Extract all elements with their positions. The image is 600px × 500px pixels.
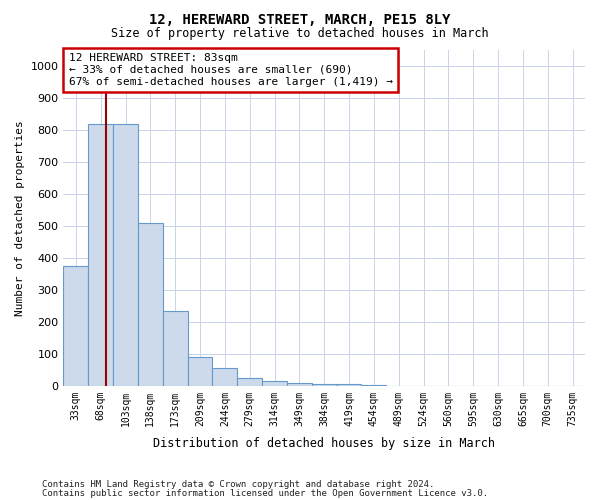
Bar	[237, 378, 262, 386]
Bar	[312, 384, 337, 386]
Bar	[188, 357, 212, 386]
Bar	[163, 310, 188, 386]
Bar	[88, 124, 113, 386]
Text: 12, HEREWARD STREET, MARCH, PE15 8LY: 12, HEREWARD STREET, MARCH, PE15 8LY	[149, 12, 451, 26]
Bar	[337, 384, 361, 386]
Bar	[361, 385, 386, 386]
Text: Size of property relative to detached houses in March: Size of property relative to detached ho…	[111, 28, 489, 40]
Bar	[138, 222, 163, 386]
Text: 12 HEREWARD STREET: 83sqm
← 33% of detached houses are smaller (690)
67% of semi: 12 HEREWARD STREET: 83sqm ← 33% of detac…	[68, 54, 392, 86]
Y-axis label: Number of detached properties: Number of detached properties	[15, 120, 25, 316]
X-axis label: Distribution of detached houses by size in March: Distribution of detached houses by size …	[153, 437, 495, 450]
Bar	[64, 266, 88, 386]
Text: Contains public sector information licensed under the Open Government Licence v3: Contains public sector information licen…	[42, 488, 488, 498]
Text: Contains HM Land Registry data © Crown copyright and database right 2024.: Contains HM Land Registry data © Crown c…	[42, 480, 434, 489]
Bar	[113, 124, 138, 386]
Bar	[212, 368, 237, 386]
Bar	[287, 382, 312, 386]
Bar	[262, 381, 287, 386]
